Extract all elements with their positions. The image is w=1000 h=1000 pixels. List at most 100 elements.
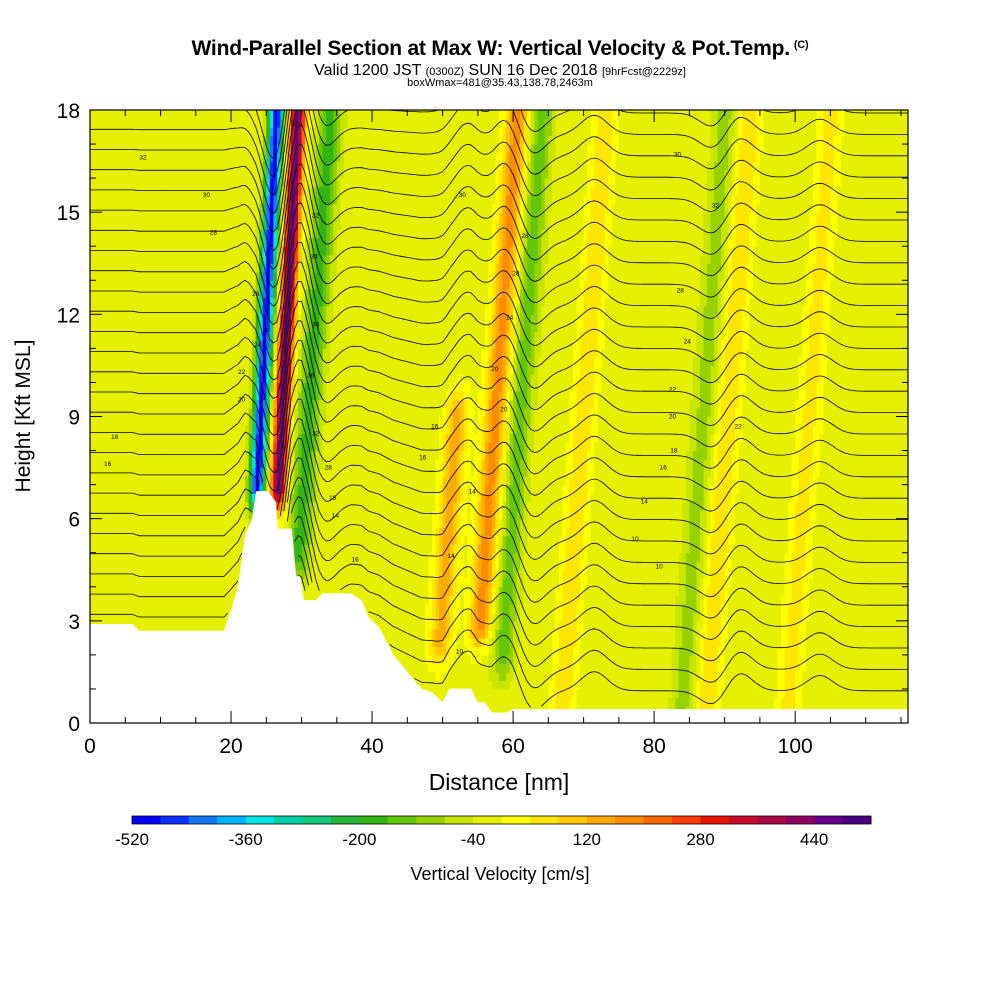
velocity-cell	[227, 493, 232, 503]
velocity-cell	[135, 527, 140, 537]
velocity-cell	[238, 373, 243, 384]
velocity-cell	[206, 271, 211, 281]
velocity-cell	[269, 450, 274, 460]
velocity-cell	[202, 390, 207, 401]
velocity-cell	[202, 322, 207, 332]
velocity-cell	[269, 246, 274, 256]
velocity-cell	[298, 365, 303, 375]
velocity-cell	[231, 586, 236, 596]
velocity-cell	[185, 569, 190, 579]
velocity-cell	[185, 382, 190, 392]
velocity-cell	[192, 322, 197, 332]
velocity-cell	[234, 348, 239, 358]
velocity-cell	[301, 178, 306, 188]
velocity-cell	[164, 476, 169, 486]
velocity-cell	[227, 297, 232, 307]
velocity-cell	[195, 390, 200, 401]
velocity-cell	[149, 527, 155, 537]
velocity-cell	[255, 467, 260, 477]
velocity-cell	[202, 118, 207, 128]
velocity-cell	[132, 544, 137, 554]
velocity-cell	[234, 467, 239, 477]
velocity-cell	[156, 195, 162, 205]
velocity-cell	[139, 433, 144, 443]
velocity-cell	[121, 603, 126, 613]
velocity-cell	[329, 331, 334, 341]
velocity-cell	[97, 578, 102, 588]
velocity-cell	[326, 339, 331, 349]
velocity-cell	[199, 144, 204, 154]
velocity-cell	[223, 586, 229, 596]
velocity-cell	[104, 425, 109, 435]
velocity-cell	[301, 135, 306, 145]
velocity-cell	[262, 186, 267, 196]
velocity-cell	[128, 220, 133, 230]
velocity-cell	[238, 305, 243, 315]
velocity-cell	[231, 152, 236, 162]
velocity-cell	[308, 118, 313, 128]
velocity-cell	[135, 620, 140, 630]
velocity-cell	[107, 322, 112, 332]
velocity-cell	[312, 373, 317, 384]
velocity-cell	[308, 288, 313, 298]
velocity-cell	[160, 620, 165, 630]
velocity-cell	[178, 569, 183, 579]
velocity-cell	[181, 578, 186, 588]
velocity-cell	[164, 356, 169, 367]
velocity-cell	[329, 544, 334, 554]
velocity-cell	[227, 322, 232, 332]
velocity-cell	[223, 365, 229, 375]
velocity-cell	[156, 501, 162, 511]
velocity-cell	[308, 399, 313, 409]
velocity-cell	[199, 399, 204, 409]
velocity-cell	[118, 322, 123, 332]
velocity-cell	[90, 288, 95, 298]
velocity-cell	[294, 433, 299, 443]
velocity-cell	[305, 442, 310, 452]
velocity-cell	[269, 271, 274, 281]
velocity-cell	[185, 220, 190, 230]
velocity-cell	[125, 425, 130, 435]
velocity-cell	[121, 467, 126, 477]
velocity-cell	[164, 254, 169, 264]
velocity-cell	[93, 161, 98, 171]
velocity-cell	[178, 586, 183, 596]
velocity-cell	[181, 288, 186, 298]
velocity-cell	[146, 288, 151, 298]
velocity-cell	[167, 442, 172, 452]
velocity-cell	[216, 127, 222, 137]
velocity-cell	[322, 322, 327, 332]
velocity-cell	[97, 561, 102, 571]
velocity-cell	[199, 271, 204, 281]
velocity-cell	[111, 135, 116, 145]
velocity-cell	[97, 348, 102, 358]
velocity-cell	[252, 331, 257, 341]
velocity-cell	[146, 586, 151, 596]
velocity-cell	[135, 203, 140, 213]
velocity-cell	[90, 254, 95, 264]
velocity-cell	[93, 578, 98, 588]
velocity-cell	[248, 144, 253, 154]
velocity-cell	[121, 595, 126, 605]
velocity-cell	[319, 305, 324, 315]
velocity-cell	[90, 544, 95, 554]
velocity-cell	[290, 442, 296, 452]
velocity-cell	[213, 467, 218, 477]
velocity-cell	[181, 220, 186, 230]
velocity-cell	[90, 442, 95, 452]
velocity-cell	[213, 322, 218, 332]
velocity-cell	[121, 535, 126, 545]
velocity-cell	[128, 442, 133, 452]
velocity-cell	[287, 322, 292, 332]
velocity-cell	[283, 442, 289, 452]
velocity-cell	[128, 561, 133, 571]
velocity-cell	[329, 144, 334, 154]
velocity-cell	[149, 552, 155, 562]
velocity-cell	[181, 212, 186, 222]
velocity-cell	[209, 407, 215, 418]
velocity-cell	[188, 331, 193, 341]
velocity-cell	[90, 348, 95, 358]
velocity-cell	[280, 254, 285, 264]
velocity-cell	[171, 450, 176, 460]
velocity-cell	[167, 331, 172, 341]
